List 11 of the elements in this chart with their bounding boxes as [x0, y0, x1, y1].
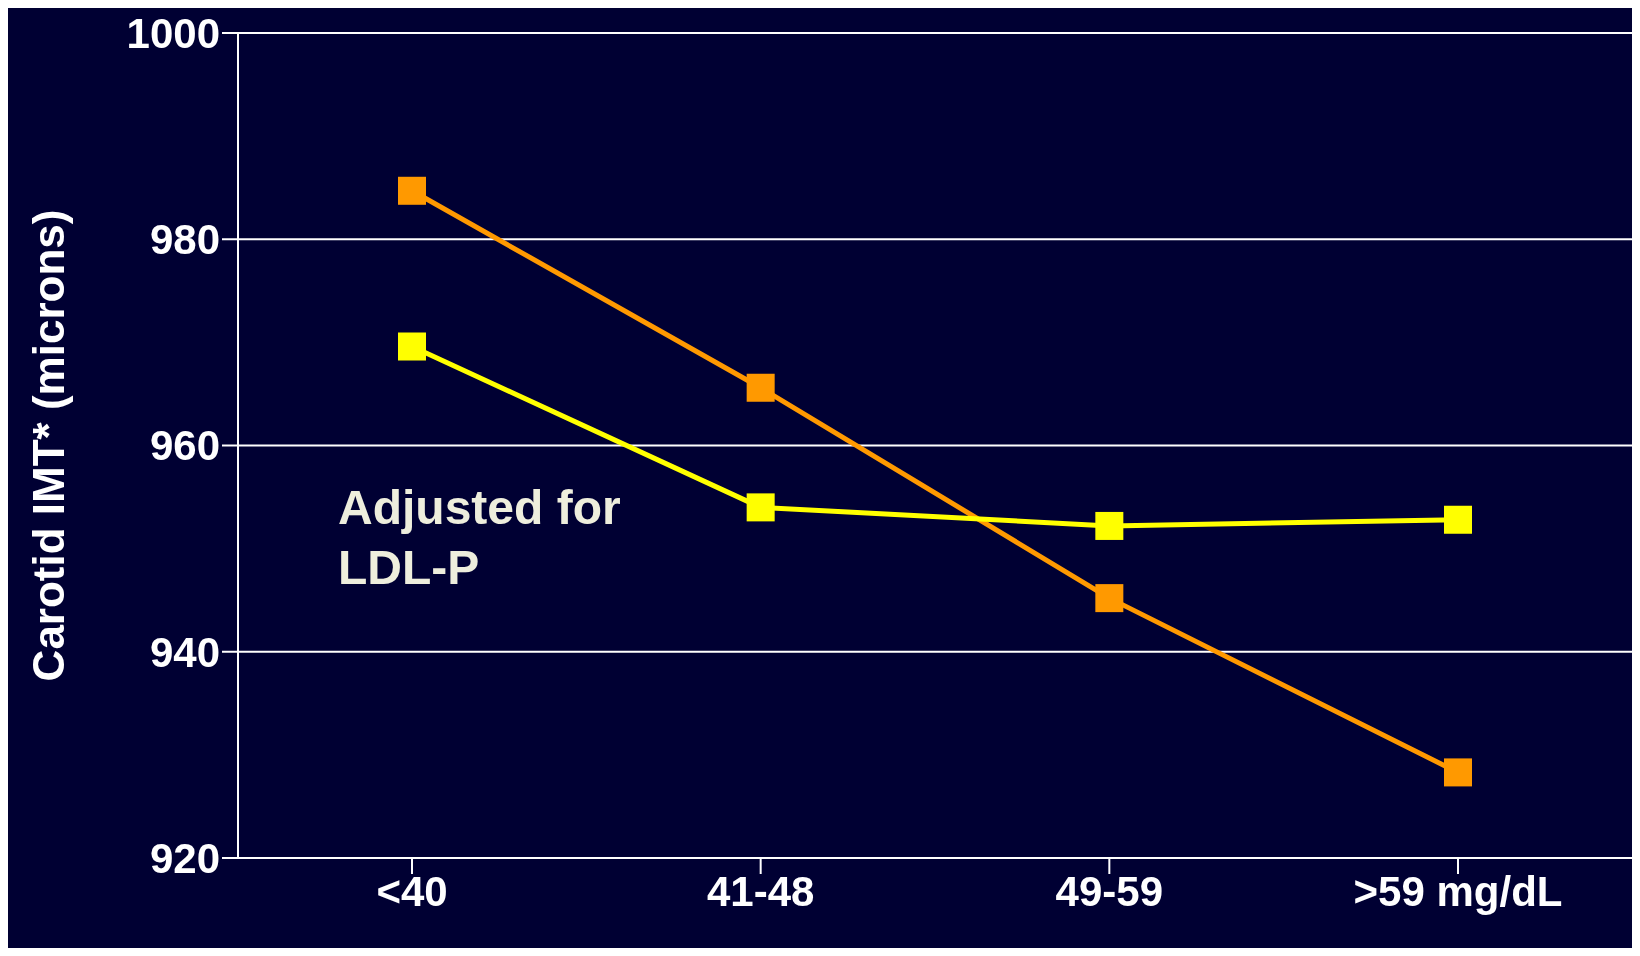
y-tick-label: 920: [149, 834, 220, 882]
y-tick-label: 940: [149, 628, 220, 676]
y-tick-label: 960: [149, 422, 220, 470]
x-tick-label: >59 mg/dL: [1353, 867, 1563, 915]
y-tick-label: 980: [149, 216, 220, 264]
x-tick-label: 41-48: [706, 867, 815, 915]
y-tick-label: 1000: [126, 9, 220, 57]
annotation: Adjusted for LDL-P: [338, 480, 622, 596]
x-tick-label: <40: [376, 867, 448, 915]
y-axis-title: Carotid IMT* (microns): [23, 209, 73, 682]
x-tick-label: 49-59: [1055, 867, 1164, 915]
